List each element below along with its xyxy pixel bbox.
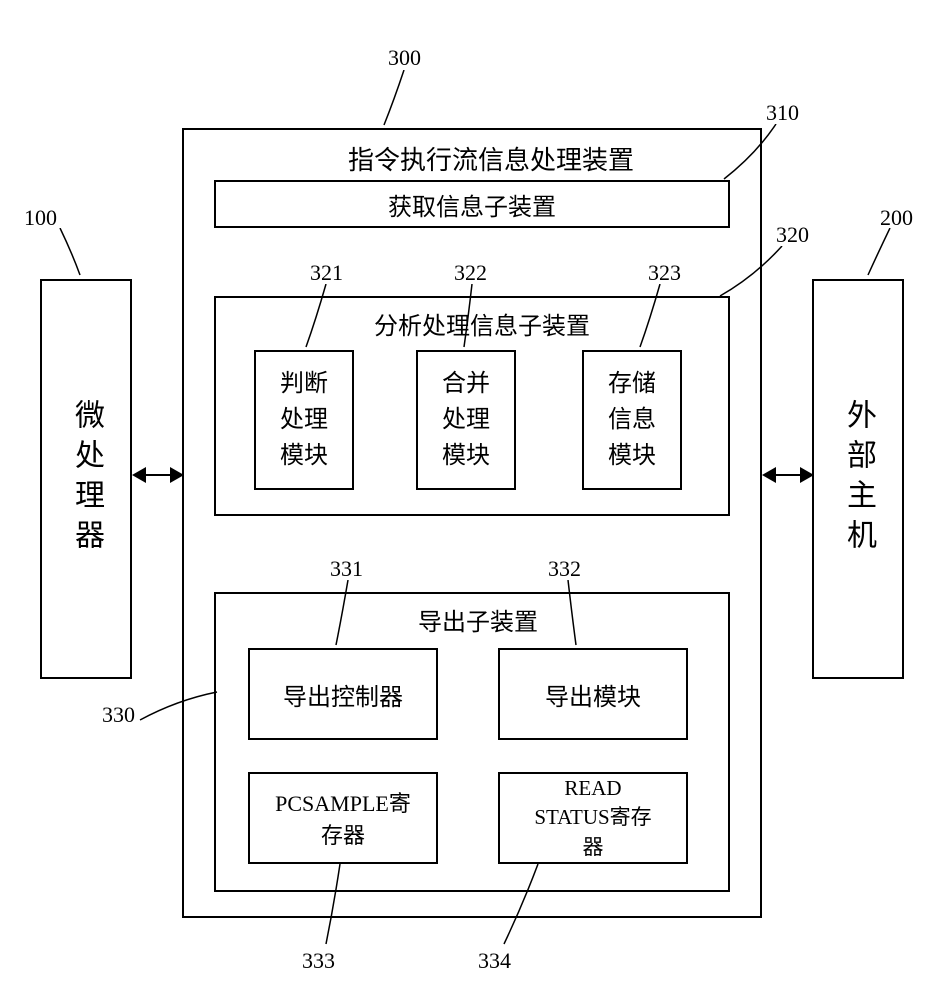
export-controller-label: 导出控制器 [283, 677, 403, 712]
arrow-right-shaft [774, 474, 802, 476]
export-module-label: 导出模块 [545, 677, 641, 712]
pcsample-register: PCSAMPLE寄 存器 [248, 772, 438, 864]
external-host-label: 外部主机 [836, 399, 880, 559]
judge-module: 判断 处理 模块 [254, 350, 354, 490]
acquire-info-label: 获取信息子装置 [388, 187, 556, 222]
leader-100 [52, 228, 92, 280]
merge-l1: 合并 [442, 366, 490, 402]
arrow-right-head-r [800, 467, 814, 483]
leader-332 [548, 580, 588, 650]
external-host-block: 外部主机 [812, 279, 904, 679]
leader-320 [710, 246, 790, 301]
leader-334 [498, 864, 548, 949]
leader-323 [628, 284, 668, 352]
leader-333 [318, 864, 358, 949]
storage-module: 存储 信息 模块 [582, 350, 682, 490]
readstatus-l2: STATUS寄存 [534, 801, 651, 831]
leader-300 [374, 70, 424, 130]
merge-l2: 处理 [442, 402, 490, 438]
leader-310 [716, 124, 786, 182]
microprocessor-label: 微处理器 [64, 399, 108, 559]
ref-334: 334 [478, 948, 511, 974]
export-module: 导出模块 [498, 648, 688, 740]
judge-l1: 判断 [280, 366, 328, 402]
pcsample-l1: PCSAMPLE寄 [275, 786, 411, 818]
readstatus-l1: READ [564, 776, 621, 801]
ref-330: 330 [102, 702, 135, 728]
leader-321 [296, 284, 336, 352]
storage-l3: 模块 [608, 438, 656, 474]
export-controller: 导出控制器 [248, 648, 438, 740]
leader-330 [132, 690, 222, 730]
judge-l3: 模块 [280, 438, 328, 474]
ref-321: 321 [310, 260, 343, 286]
ref-310: 310 [766, 100, 799, 126]
acquire-info-sub: 获取信息子装置 [214, 180, 730, 228]
judge-l2: 处理 [280, 402, 328, 438]
leader-322 [454, 284, 494, 352]
storage-l1: 存储 [608, 366, 656, 402]
ref-300: 300 [388, 45, 421, 71]
ref-331: 331 [330, 556, 363, 582]
arrow-right-head-l [762, 467, 776, 483]
merge-l3: 模块 [442, 438, 490, 474]
ref-320: 320 [776, 222, 809, 248]
arrow-left-head-l [132, 467, 146, 483]
ref-333: 333 [302, 948, 335, 974]
export-sub-title: 导出子装置 [418, 602, 538, 637]
ref-323: 323 [648, 260, 681, 286]
readstatus-register: READ STATUS寄存 器 [498, 772, 688, 864]
leader-200 [858, 228, 898, 280]
main-device-title: 指令执行流信息处理装置 [348, 140, 634, 177]
microprocessor-block: 微处理器 [40, 279, 132, 679]
ref-332: 332 [548, 556, 581, 582]
storage-l2: 信息 [608, 402, 656, 438]
pcsample-l2: 存器 [321, 818, 365, 850]
merge-module: 合并 处理 模块 [416, 350, 516, 490]
arrow-left-shaft [144, 474, 172, 476]
ref-322: 322 [454, 260, 487, 286]
arrow-left-head-r [170, 467, 184, 483]
leader-331 [326, 580, 366, 650]
readstatus-l3: 器 [583, 831, 604, 861]
